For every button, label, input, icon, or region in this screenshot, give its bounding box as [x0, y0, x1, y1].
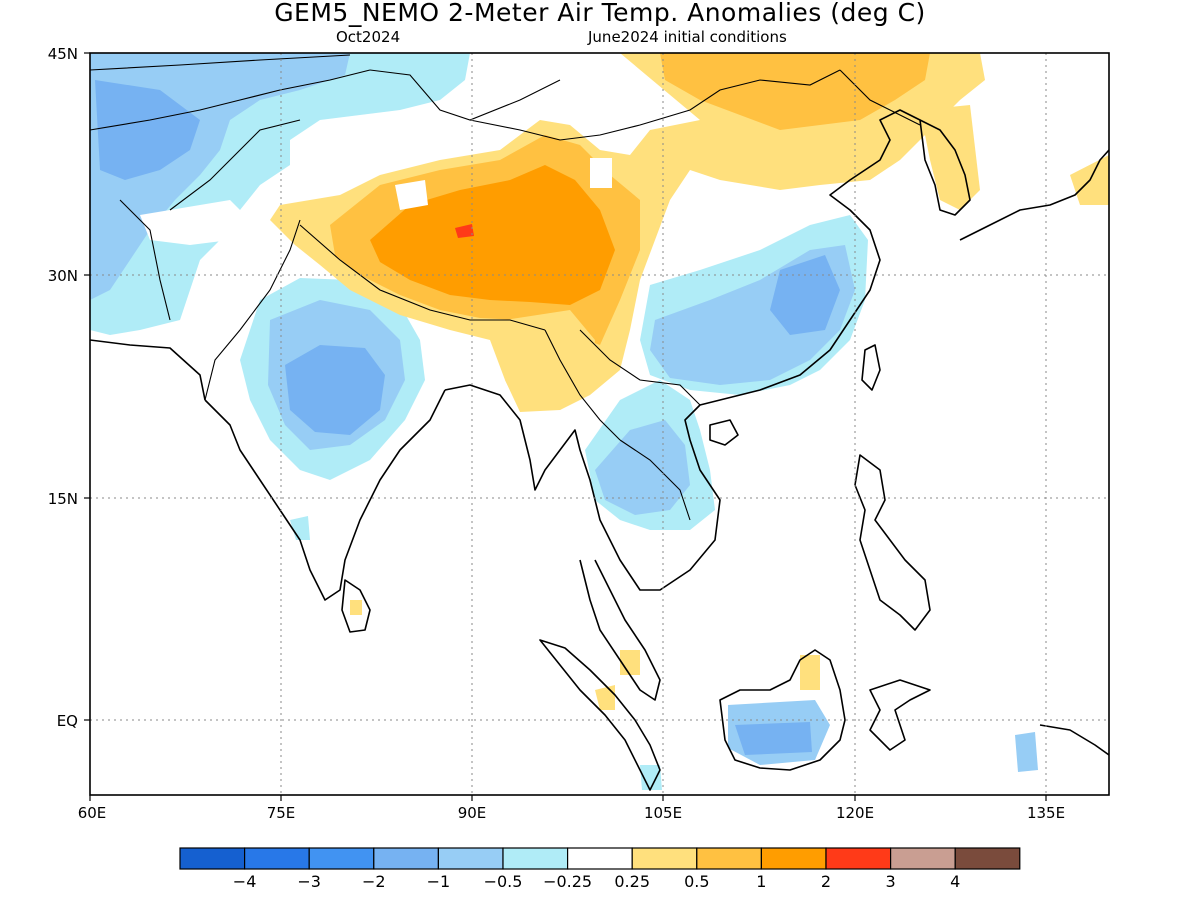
sri-lanka-coastline — [341, 579, 371, 633]
india-coastline — [204, 389, 446, 601]
anomaly-fields — [90, 53, 1109, 790]
tick-marks — [84, 52, 1047, 801]
lon-label-75e: 75E — [267, 804, 296, 822]
legend-label: −2 — [362, 872, 386, 891]
border-mongolia — [469, 69, 841, 141]
warm-anomaly-sabah — [800, 655, 820, 690]
cool-anomaly-indochina-inner — [595, 420, 690, 515]
lat-label-30n: 30N — [48, 267, 78, 285]
legend-label: 1 — [756, 872, 766, 891]
warm-anomaly-tibet-inner — [370, 165, 615, 305]
legend-swatch — [308, 847, 375, 870]
warm-anomaly-myanmar — [505, 310, 595, 410]
japan-coastline — [959, 149, 1109, 241]
legend-swatch — [244, 847, 310, 870]
border-iran — [119, 199, 171, 321]
border-central-asia — [90, 69, 371, 131]
border-himalaya — [299, 224, 546, 331]
legend-swatch — [889, 847, 956, 870]
graticule — [90, 53, 1109, 795]
arabian-coastline — [90, 339, 206, 401]
hainan-coastline — [709, 419, 739, 446]
legend-label: −0.25 — [543, 872, 592, 891]
cool-anomaly-central-asia-core — [95, 80, 200, 180]
map-frame — [89, 52, 1110, 796]
legend-label: 0.25 — [614, 872, 650, 891]
legend-label: 2 — [821, 872, 831, 891]
cool-anomaly-borneo-core — [735, 722, 812, 755]
legend-label: 0.5 — [684, 872, 709, 891]
cool-anomaly-sulawesi — [1015, 732, 1038, 772]
legend-label: 3 — [886, 872, 896, 891]
valid-month-label: Oct2024 — [336, 28, 401, 46]
lon-label-60e: 60E — [78, 804, 107, 822]
legend-swatch — [760, 847, 827, 870]
cool-anomaly-india-core — [285, 345, 385, 435]
borneo-coastline — [719, 649, 846, 771]
new-guinea-coastline — [1039, 724, 1109, 756]
border-kazakhstan-china — [369, 69, 561, 121]
sulawesi-coastline — [869, 679, 931, 751]
country-borders — [90, 54, 921, 521]
warm-anomaly-tibet-peak — [455, 224, 474, 238]
korea-coastline — [919, 119, 971, 216]
border-kazakhstan — [90, 54, 351, 71]
lon-label-105e: 105E — [644, 804, 682, 822]
bay-of-bengal-coastline — [444, 109, 921, 591]
lon-label-90e: 90E — [458, 804, 487, 822]
border-india-pakistan — [204, 219, 301, 401]
legend-label: 4 — [950, 872, 960, 891]
legend-swatch — [502, 847, 569, 870]
legend-label: −3 — [297, 872, 321, 891]
border-china-south — [579, 329, 701, 406]
legend-label: −0.5 — [484, 872, 523, 891]
warm-anomaly-sri-lanka — [350, 600, 362, 615]
legend-label: −1 — [427, 872, 451, 891]
initial-conditions-label: June2024 initial conditions — [588, 28, 787, 46]
neutral-pocket-gobi — [590, 158, 612, 188]
legend-swatch — [954, 847, 1021, 870]
sumatra-coastline — [539, 639, 661, 791]
coastlines — [90, 109, 1109, 791]
lat-label-eq: EQ — [57, 712, 78, 730]
philippines-coastline — [854, 454, 931, 631]
taiwan-coastline — [861, 344, 881, 391]
legend-swatch — [825, 847, 892, 870]
map-title: GEM5_NEMO 2-Meter Air Temp. Anomalies (d… — [274, 0, 926, 27]
legend-swatch — [696, 847, 762, 870]
warm-anomaly-tibet-mongolia-inner — [660, 53, 930, 130]
warm-anomaly-malaysia — [620, 650, 640, 675]
legend-swatch — [566, 847, 633, 870]
legend-swatch — [437, 847, 504, 870]
lat-label-45n: 45N — [48, 45, 78, 63]
lon-label-120e: 120E — [836, 804, 874, 822]
legend-label: −4 — [233, 872, 257, 891]
lat-label-15n: 15N — [48, 490, 78, 508]
neutral-pocket-iran — [140, 200, 250, 245]
cool-anomaly-south-india — [290, 516, 310, 540]
border-myanmar — [544, 329, 621, 441]
cool-anomaly-thailand — [640, 765, 662, 790]
legend-swatch — [179, 847, 246, 870]
legend-swatch — [631, 847, 698, 870]
warm-anomaly-sumatra — [595, 685, 615, 710]
neutral-pocket-tarim — [395, 180, 428, 210]
border-indochina — [619, 439, 691, 521]
legend-swatch — [373, 847, 439, 870]
border-afghanistan — [169, 119, 301, 211]
warm-anomaly-korea — [920, 105, 980, 210]
color-legend: −4 −3 −2 −1 −0.5 −0.25 0.25 0.5 1 2 3 4 — [179, 847, 1021, 891]
malay-peninsula-coastline — [579, 559, 661, 701]
lon-label-135e: 135E — [1027, 804, 1065, 822]
